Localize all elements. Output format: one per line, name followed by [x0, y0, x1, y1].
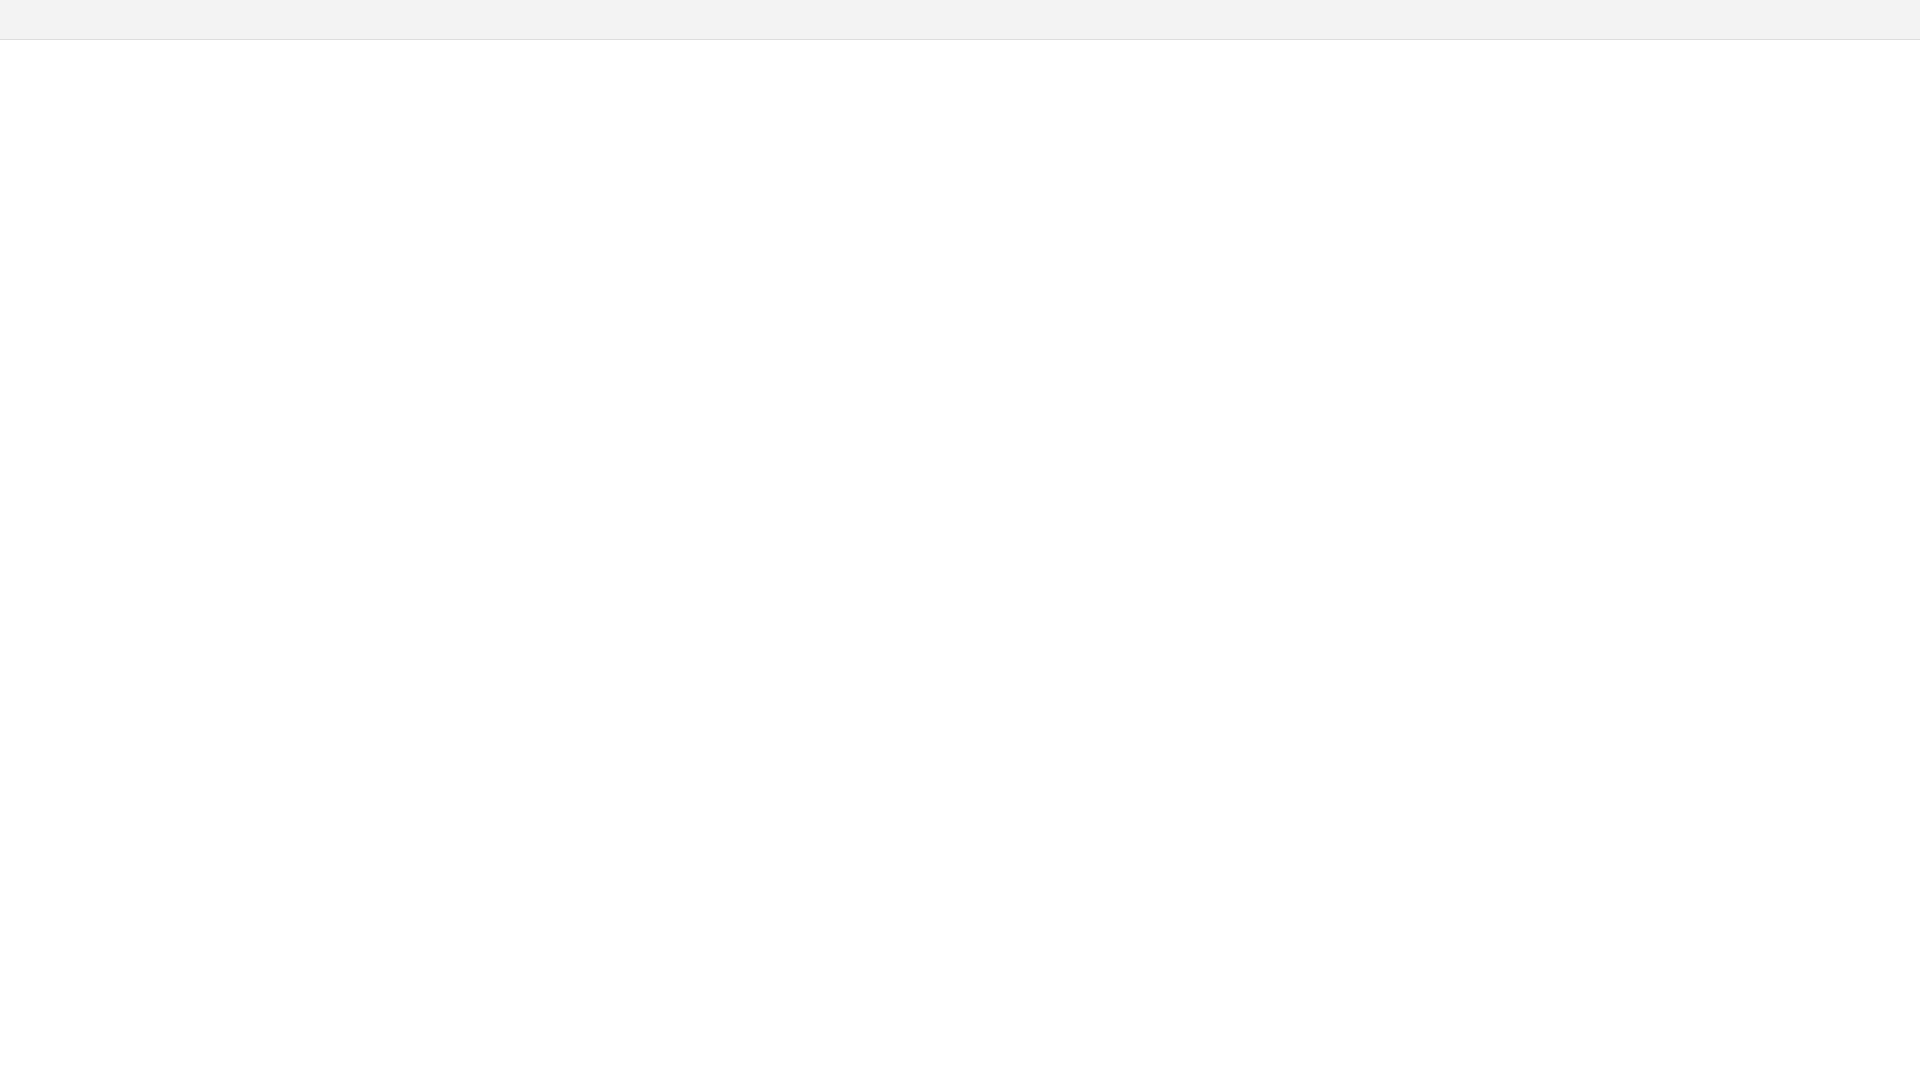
title-bar [0, 0, 1920, 40]
main-content [0, 40, 1920, 1080]
